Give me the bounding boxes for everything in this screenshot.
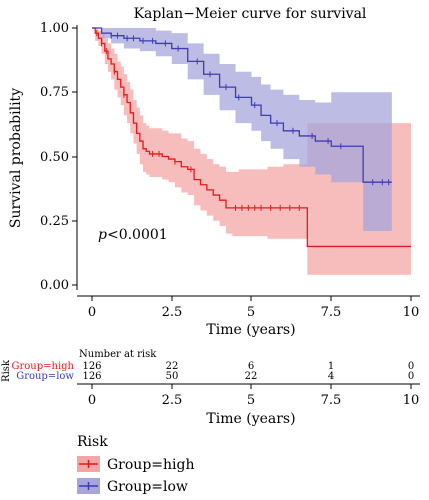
survival-curve-low xyxy=(92,27,392,183)
risk-row-low: 126 50 22 4 0 xyxy=(82,371,414,382)
x-tick: 5 xyxy=(247,296,255,320)
y-tick-label: 0.75 xyxy=(40,85,69,100)
x-tick: 10 xyxy=(403,296,420,320)
x-tick: 7.5 xyxy=(321,296,342,320)
risk-count: 0 xyxy=(408,371,414,382)
risk-x-tick: 5 xyxy=(247,384,255,408)
risk-x-tick-label: 7.5 xyxy=(321,393,342,408)
x-tick-label: 0 xyxy=(88,305,96,320)
risk-x-tick: 0 xyxy=(88,384,96,408)
risk-table-ticks: 0 2.5 5 7.5 10 xyxy=(88,384,419,408)
risk-x-tick-label: 5 xyxy=(247,393,255,408)
x-tick-label: 7.5 xyxy=(321,305,342,320)
y-tick: 0.00 xyxy=(40,278,77,293)
risk-row-label-low: Group=low xyxy=(16,371,74,382)
legend-label-high: Group=high xyxy=(107,457,195,473)
legend-label-low: Group=low xyxy=(107,479,188,495)
risk-table-x-axis-label: Time (years) xyxy=(206,411,295,427)
x-axis-label: Time (years) xyxy=(206,322,295,338)
risk-count: 50 xyxy=(166,371,179,382)
risk-count: 126 xyxy=(82,371,101,382)
legend: Risk Group=high Group=low xyxy=(77,434,195,495)
risk-x-tick-label: 0 xyxy=(88,393,96,408)
chart-title: Kaplan−Meier curve for survival xyxy=(134,6,367,22)
risk-x-tick: 2.5 xyxy=(162,384,183,408)
y-tick-label: 0.00 xyxy=(40,278,69,293)
y-axis-label: Survival probability xyxy=(8,88,24,228)
risk-x-tick-label: 2.5 xyxy=(162,393,183,408)
risk-table: Number at risk Risk Group=high Group=low… xyxy=(1,349,420,427)
x-tick-label: 2.5 xyxy=(162,305,183,320)
y-tick: 1.00 xyxy=(40,21,77,36)
x-axis-ticks: 0 2.5 5 7.5 10 xyxy=(88,296,419,320)
risk-count: 126 xyxy=(82,361,101,372)
risk-row-label-high: Group=high xyxy=(12,361,75,372)
x-tick-label: 10 xyxy=(403,305,420,320)
x-tick-label: 5 xyxy=(247,305,255,320)
confidence-bands xyxy=(92,28,411,275)
p-value-annotation: p<0.0001 xyxy=(98,227,168,243)
survival-curve-high xyxy=(92,27,411,248)
risk-count: 0 xyxy=(408,361,414,372)
risk-table-title: Number at risk xyxy=(79,349,157,360)
legend-item-low: Group=low xyxy=(77,478,188,495)
legend-item-high: Group=high xyxy=(77,456,195,473)
risk-x-tick: 10 xyxy=(403,384,420,408)
risk-x-tick: 7.5 xyxy=(321,384,342,408)
confidence-band-low xyxy=(92,28,392,232)
risk-count: 22 xyxy=(166,361,179,372)
y-tick: 0.50 xyxy=(40,150,77,165)
y-tick: 0.75 xyxy=(40,85,77,100)
risk-x-tick-label: 10 xyxy=(403,393,420,408)
risk-count: 22 xyxy=(245,371,258,382)
risk-count: 1 xyxy=(328,361,334,372)
risk-table-side-label: Risk xyxy=(1,359,12,382)
y-tick-label: 1.00 xyxy=(40,21,69,36)
confidence-band-high xyxy=(92,28,411,275)
x-tick: 0 xyxy=(88,296,96,320)
risk-count: 4 xyxy=(328,371,334,382)
censor-marks xyxy=(96,30,390,211)
risk-count: 6 xyxy=(248,361,254,372)
y-tick-label: 0.50 xyxy=(40,150,69,165)
y-axis-ticks: 1.00 0.75 0.50 0.25 0.00 xyxy=(40,21,77,293)
risk-row-high: 126 22 6 1 0 xyxy=(82,361,414,372)
y-tick: 0.25 xyxy=(40,214,77,229)
x-tick: 2.5 xyxy=(162,296,183,320)
y-tick-label: 0.25 xyxy=(40,214,69,229)
plot-area xyxy=(92,27,411,275)
legend-title: Risk xyxy=(77,434,108,450)
survival-curves xyxy=(92,27,411,248)
